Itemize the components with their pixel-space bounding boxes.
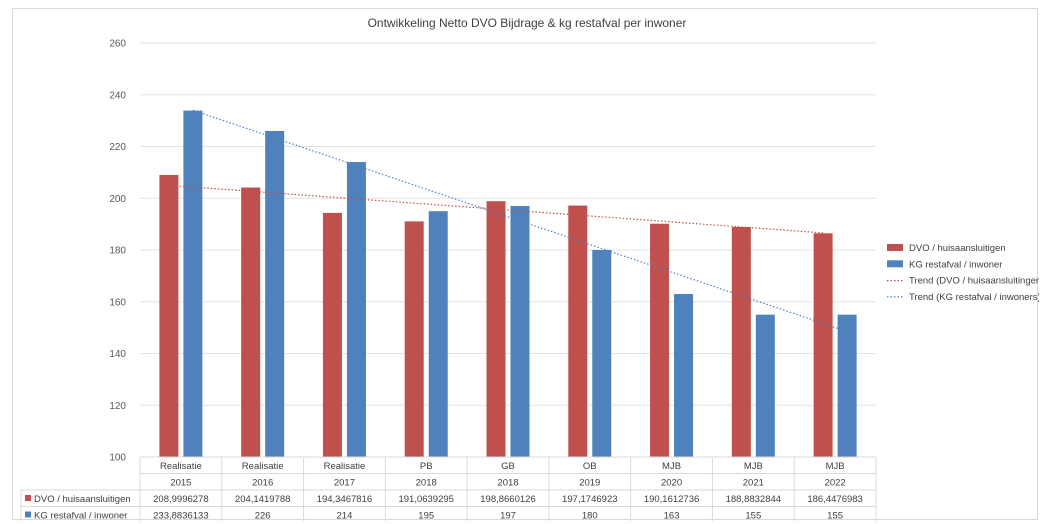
bar-kg: [837, 314, 857, 457]
bar-kg: [183, 110, 203, 458]
bar-kg: [428, 211, 448, 457]
category-label: Realisatie: [324, 461, 366, 472]
table-value: 194,3467816: [317, 494, 372, 505]
table-value: 195: [418, 511, 434, 522]
category-year: 2021: [743, 478, 764, 489]
trend-layer: [168, 109, 848, 333]
table-value: 204,1419788: [235, 494, 290, 505]
y-tick-label: 200: [109, 194, 126, 205]
category-label: Realisatie: [242, 461, 284, 472]
table-value: 214: [337, 511, 353, 522]
bars-layer: [159, 110, 857, 458]
table-series-key: [25, 495, 31, 501]
category-label: MJB: [826, 461, 845, 472]
category-label: OB: [583, 461, 597, 472]
data-table: Realisatie 2015 Realisatie 2016 Realisatie 20…: [20, 456, 877, 522]
table-value: 226: [255, 511, 271, 522]
trendline-dvo: [168, 184, 824, 234]
y-tick-label: 220: [109, 142, 126, 153]
bar-dvo: [486, 201, 506, 457]
grid-layer: 100 120 140 160 180 200 220 240 260: [109, 39, 876, 464]
bar-dvo: [813, 233, 833, 457]
y-tick-label: 100: [109, 453, 126, 464]
legend: DVO / huisaansluitigen KG restafval / inw…: [887, 243, 1039, 303]
table-value: 197: [500, 511, 516, 522]
category-year: 2018: [497, 478, 518, 489]
category-label: GB: [501, 461, 515, 472]
bar-kg: [674, 293, 694, 457]
bar-kg: [592, 250, 612, 457]
category-label: MJB: [662, 461, 681, 472]
category-year: 2020: [661, 478, 682, 489]
legend-label: KG restafval / inwoner: [909, 259, 1002, 270]
bar-kg: [265, 130, 285, 457]
bar-kg: [346, 162, 366, 457]
table-value: 190,1612736: [644, 494, 699, 505]
category-year: 2017: [334, 478, 355, 489]
category-year: 2018: [416, 478, 437, 489]
table-value: 197,1746923: [562, 494, 617, 505]
table-series-key: [25, 511, 31, 518]
chart-title: Ontwikkeling Netto DVO Bijdrage & kg res…: [368, 16, 687, 30]
table-series-name: KG restafval / inwoner: [34, 511, 127, 522]
legend-label: DVO / huisaansluitigen: [909, 243, 1006, 254]
legend-swatch: [887, 260, 903, 268]
category-year: 2015: [170, 478, 191, 489]
category-year: 2016: [252, 478, 273, 489]
legend-label: Trend (KG restafval / inwoners): [909, 292, 1039, 303]
bar-kg: [755, 314, 775, 457]
table-series-name: DVO / huisaansluitigen: [34, 494, 131, 505]
bar-dvo: [404, 221, 424, 457]
table-value: 208,9996278: [153, 494, 208, 505]
category-label: Realisatie: [160, 461, 202, 472]
table-value: 191,0639295: [398, 494, 453, 505]
bar-dvo: [650, 223, 670, 457]
bar-kg: [510, 206, 530, 457]
legend-swatch: [887, 244, 903, 251]
legend-label: Trend (DVO / huisaansluitingen): [909, 276, 1039, 287]
bar-dvo: [159, 174, 179, 457]
y-tick-label: 160: [109, 297, 126, 308]
table-value: 198,8660126: [480, 494, 535, 505]
y-tick-label: 120: [109, 401, 126, 412]
chart-svg: Ontwikkeling Netto DVO Bijdrage & kg res…: [20, 16, 1039, 522]
table-value: 180: [582, 511, 598, 522]
bar-dvo: [241, 187, 261, 457]
y-tick-label: 260: [109, 39, 126, 50]
table-value: 186,4476983: [807, 494, 862, 505]
bar-dvo: [568, 205, 588, 457]
category-year: 2019: [579, 478, 600, 489]
category-label: PB: [420, 461, 433, 472]
chart-frame: Ontwikkeling Netto DVO Bijdrage & kg res…: [12, 8, 1039, 522]
table-value: 188,8832844: [726, 494, 781, 505]
y-tick-label: 140: [109, 349, 126, 360]
table-value: 155: [827, 511, 843, 522]
y-tick-label: 240: [109, 90, 126, 101]
table-value: 163: [664, 511, 680, 522]
category-year: 2022: [825, 478, 846, 489]
bar-dvo: [322, 212, 342, 457]
table-value: 233,8836133: [153, 511, 208, 522]
table-value: 155: [745, 511, 761, 522]
category-label: MJB: [744, 461, 763, 472]
bar-dvo: [731, 227, 751, 457]
y-tick-label: 180: [109, 246, 126, 257]
